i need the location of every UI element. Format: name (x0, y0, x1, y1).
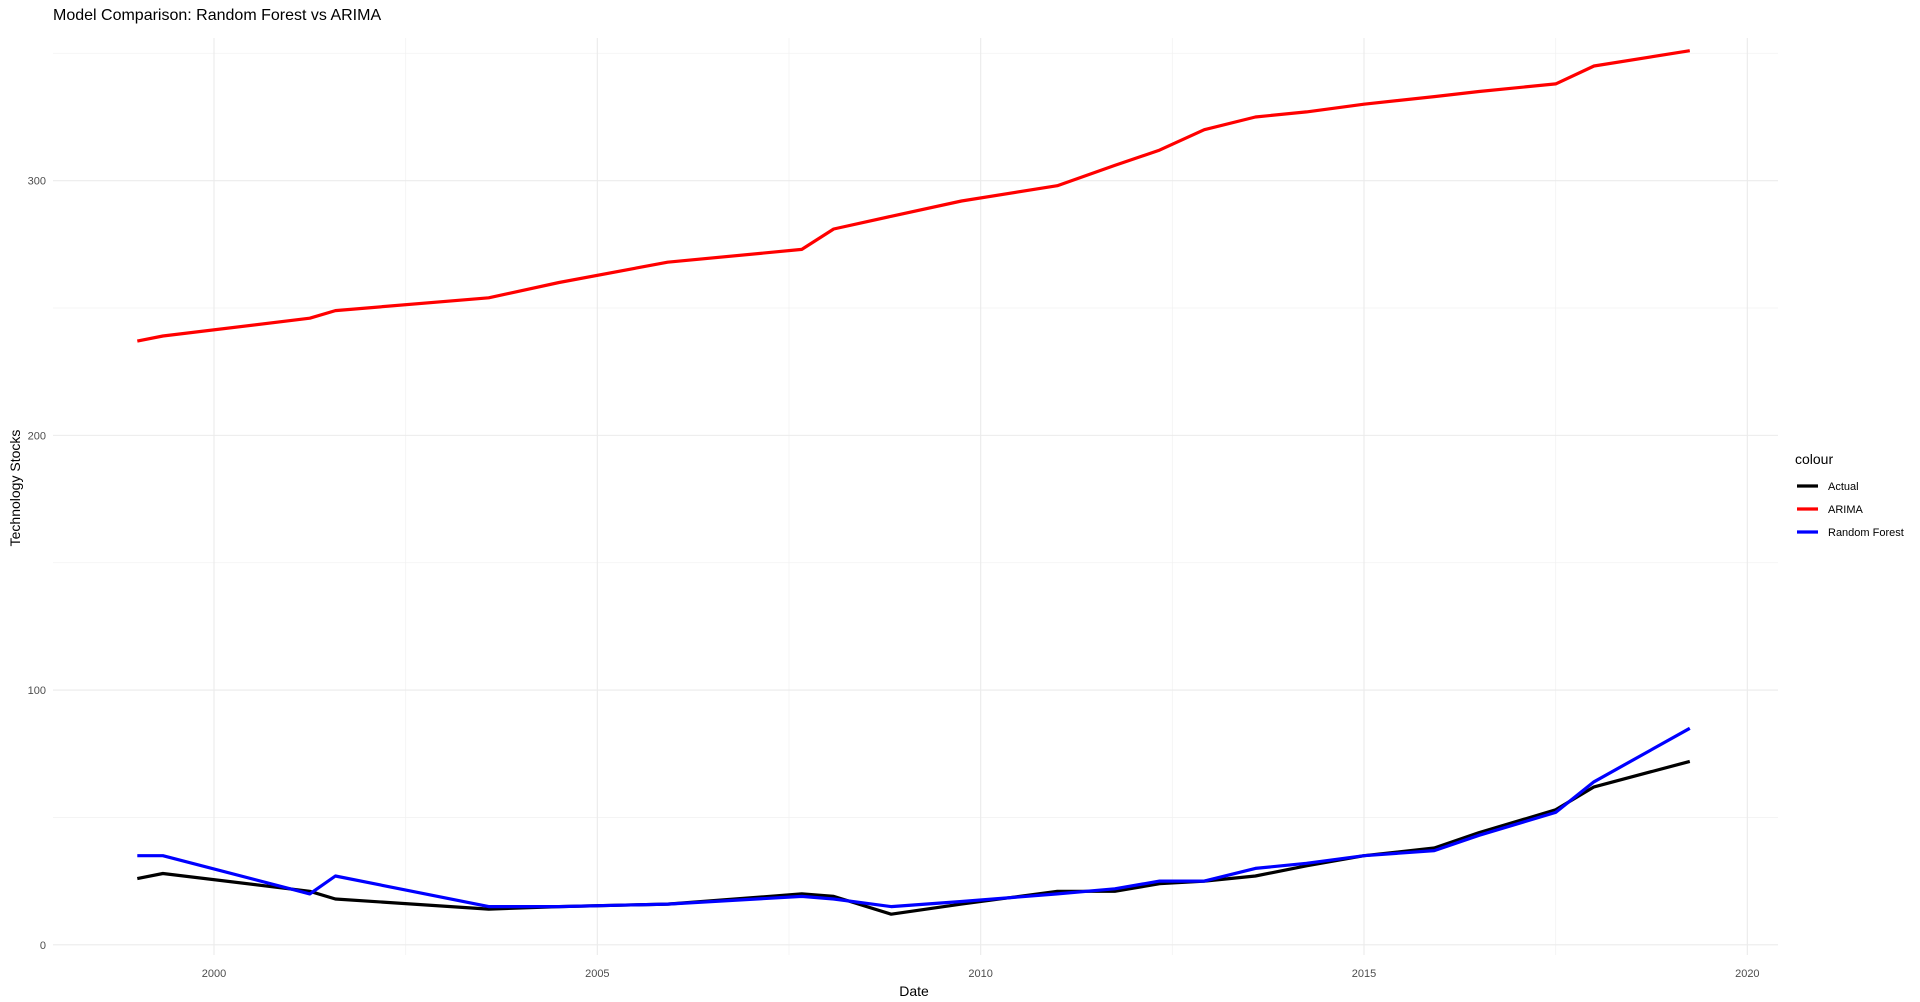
y-axis-title: Technology Stocks (7, 430, 23, 547)
series-layer (136, 49, 1691, 916)
legend-title: colour (1795, 451, 1833, 467)
x-tick-label: 2020 (1735, 968, 1759, 980)
series-line-arima (136, 49, 1691, 343)
series-line-actual (136, 759, 1691, 916)
x-axis-ticks: 2000 2005 2010 2015 2020 (202, 968, 1760, 980)
x-tick-label: 2015 (1352, 968, 1376, 980)
legend-label-random-forest: Random Forest (1828, 527, 1904, 539)
series-line-random-forest (137, 726, 1691, 909)
y-tick-label: 100 (28, 685, 46, 697)
x-tick-label: 2010 (968, 968, 992, 980)
chart-title: Model Comparison: Random Forest vs ARIMA (53, 7, 381, 24)
legend-label-actual: Actual (1828, 481, 1859, 493)
legend-label-arima: ARIMA (1828, 504, 1864, 516)
y-tick-label: 300 (28, 176, 46, 188)
x-tick-label: 2005 (585, 968, 609, 980)
x-axis-title: Date (899, 983, 929, 999)
y-axis-ticks: 0 100 200 300 (28, 176, 46, 952)
grid-minor (53, 38, 1778, 955)
y-tick-label: 0 (40, 940, 46, 952)
legend: colour Actual ARIMA Random Forest (1795, 451, 1904, 539)
y-tick-label: 200 (28, 430, 46, 442)
legend-items: Actual ARIMA Random Forest (1797, 481, 1904, 539)
grid-major (53, 38, 1778, 955)
x-tick-label: 2000 (202, 968, 226, 980)
